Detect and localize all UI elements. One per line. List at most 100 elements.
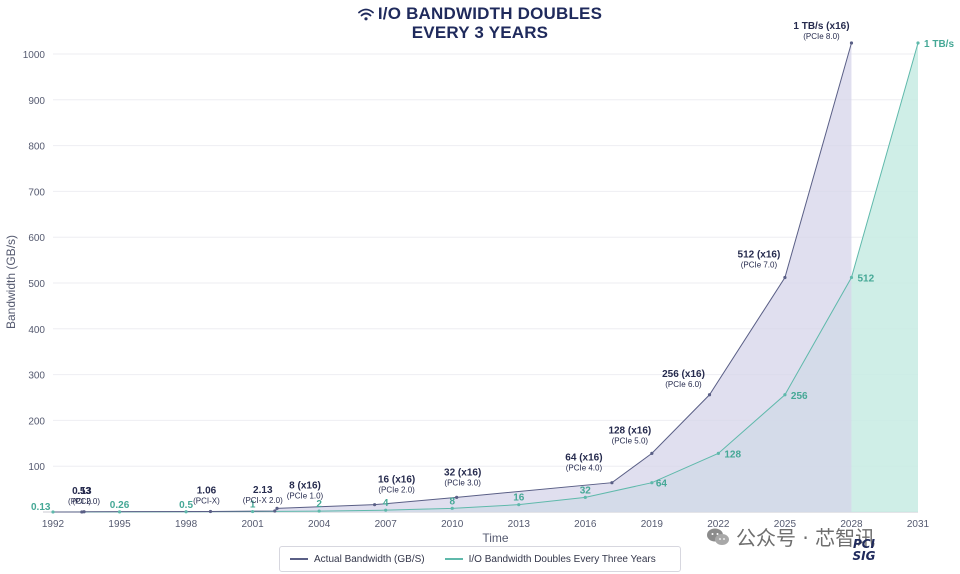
data-label-actual: 1.06 [197, 486, 217, 497]
point-doubling [450, 506, 454, 510]
y-tick-label: 700 [28, 187, 45, 198]
data-sublabel-actual: (PCIe 3.0) [444, 478, 481, 487]
data-label-doubling: 8 [449, 496, 455, 507]
data-label-doubling: 0.5 [179, 500, 193, 511]
data-sublabel-actual: (PCI) [72, 497, 91, 506]
point-doubling [849, 275, 854, 280]
x-tick-label: 2013 [508, 519, 531, 530]
data-label-doubling: 1 [250, 500, 256, 511]
point-actual [610, 481, 614, 485]
point-actual [273, 509, 277, 513]
point-actual [208, 509, 213, 514]
pci-sig-logo-line1: PCI [852, 537, 876, 551]
point-doubling [517, 503, 521, 507]
point-doubling [650, 481, 654, 485]
x-tick-label: 2025 [774, 519, 797, 530]
data-sublabel-actual: (PCI-X 2.0) [243, 496, 283, 505]
watermark: 公众号 · 芯智讯 [706, 522, 875, 551]
data-sublabel-actual: (PCIe 2.0) [378, 486, 415, 495]
x-tick-label: 2031 [907, 519, 930, 530]
data-label-actual: 256 (x16) [662, 369, 705, 380]
x-tick-label: 2016 [574, 519, 597, 530]
x-tick-label: 2001 [241, 519, 264, 530]
point-actual [849, 41, 854, 45]
data-label-doubling: 64 [656, 479, 668, 490]
data-label-doubling: 128 [724, 449, 741, 460]
point-doubling [783, 393, 787, 397]
legend-swatch-actual [290, 558, 308, 560]
point-doubling [51, 510, 55, 514]
data-sublabel-actual: (PCIe 5.0) [612, 436, 649, 445]
wechat-icon [707, 528, 729, 545]
data-label-doubling: 16 [513, 493, 525, 504]
point-actual [650, 451, 654, 455]
area-actual [53, 43, 852, 512]
data-label-actual: .53 [77, 486, 91, 497]
data-sublabel-actual: (PCIe 8.0) [803, 32, 840, 41]
point-actual [82, 510, 86, 514]
data-label-actual: 64 (x16) [565, 453, 602, 464]
data-label-actual: 128 (x16) [608, 425, 651, 436]
data-label-doubling: 256 [791, 391, 808, 402]
data-label-doubling: 2 [316, 499, 322, 510]
legend-swatch-doubling [444, 558, 463, 560]
title-line-2: EVERY 3 YEARS [411, 23, 549, 42]
x-tick-label: 1995 [108, 519, 131, 530]
x-tick-label: 1992 [42, 519, 65, 530]
x-axis-title: Time [482, 531, 509, 545]
x-tick-label: 1998 [175, 519, 198, 530]
y-tick-label: 1000 [23, 50, 46, 61]
data-sublabel-actual: (PCIe 6.0) [665, 380, 702, 389]
chart-legend: Actual Bandwidth (GB/S) I/O Bandwidth Do… [279, 546, 681, 572]
y-tick-label: 500 [28, 279, 45, 290]
data-label-actual: 0.13 [72, 486, 92, 497]
chart-title: I/O BANDWIDTH DOUBLES EVERY 3 YEARS [0, 4, 960, 42]
point-doubling [583, 495, 587, 499]
point-actual [373, 503, 377, 507]
y-tick-label: 100 [28, 462, 45, 473]
y-axis-title: Bandwidth (GB/s) [4, 235, 18, 329]
y-tick-label: 800 [28, 142, 45, 153]
point-actual [707, 393, 712, 397]
point-doubling [251, 509, 255, 514]
x-tick-label: 2010 [441, 519, 464, 530]
x-tick-label: 2022 [707, 519, 730, 530]
point-actual [275, 506, 279, 510]
x-tick-label: 2007 [375, 519, 398, 530]
legend-label-actual: Actual Bandwidth (GB/S) [314, 553, 425, 565]
data-label-doubling: 512 [857, 274, 874, 285]
data-label-actual: 2.13 [253, 485, 273, 496]
y-tick-label: 200 [28, 416, 45, 427]
point-actual [783, 275, 787, 280]
data-label-actual: 1 TB/s (x16) [793, 21, 849, 32]
y-tick-label: 600 [28, 233, 45, 244]
point-doubling [117, 510, 122, 514]
data-sublabel-actual: (PCI-X) [193, 497, 220, 506]
watermark-text: 公众号 · 芯智讯 [736, 526, 876, 550]
data-label-doubling: 1 TB/s [924, 39, 954, 50]
data-label-actual: 8 (x16) [289, 480, 321, 491]
title-line-1: I/O BANDWIDTH DOUBLES [0, 4, 960, 23]
data-sublabel-actual: (PCI 2.0) [68, 497, 100, 506]
x-tick-label: 2028 [840, 519, 863, 530]
y-tick-label: 400 [28, 325, 45, 336]
data-label-actual: 512 (x16) [738, 250, 781, 261]
legend-label-doubling: I/O Bandwidth Doubles Every Three Years [468, 553, 656, 565]
x-tick-label: 2019 [641, 519, 664, 530]
data-sublabel-actual: (PCIe 7.0) [741, 261, 778, 270]
data-label-actual: 16 (x16) [378, 475, 415, 486]
pci-sig-logo-line2: SIG [852, 549, 876, 563]
data-sublabel-actual: (PCIe 1.0) [287, 491, 324, 500]
pci-sig-logo: PCI SIG [834, 538, 894, 562]
point-doubling [916, 41, 920, 45]
legend-item-actual: Actual Bandwidth (GB/S) [290, 554, 425, 565]
point-doubling [317, 509, 321, 513]
wifi-icon [357, 8, 374, 21]
legend-item-doubling: I/O Bandwidth Doubles Every Three Years [444, 553, 656, 565]
data-label-doubling: 4 [383, 498, 389, 509]
data-sublabel-actual: (PCIe 4.0) [566, 464, 603, 473]
point-doubling [384, 508, 388, 512]
point-doubling [184, 510, 188, 514]
y-tick-label: 900 [28, 96, 45, 107]
